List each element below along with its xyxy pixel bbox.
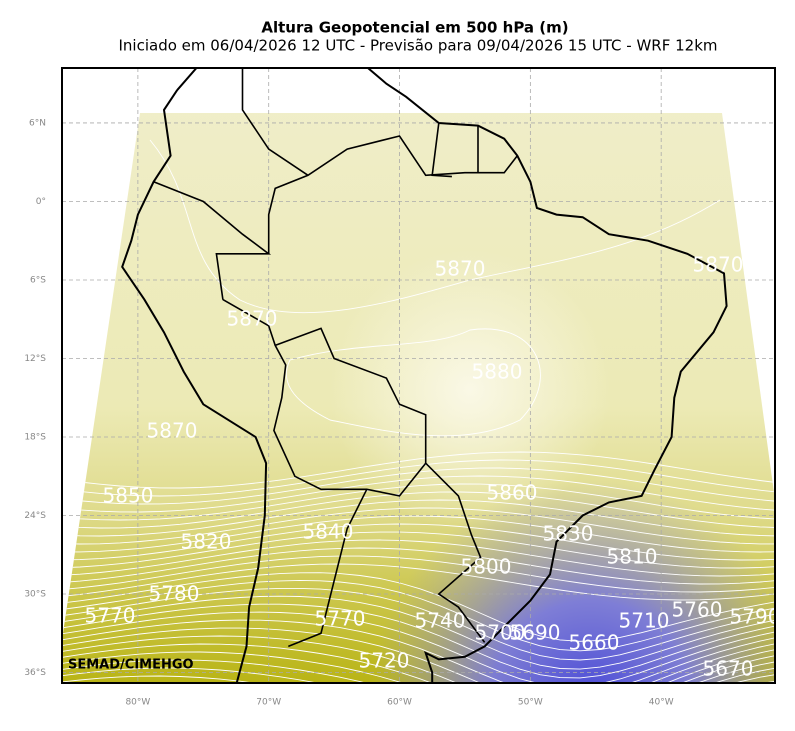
subtitle: Iniciado em 06/04/2026 12 UTC - Previsão… <box>118 37 717 55</box>
field <box>62 113 775 683</box>
ticks: 6°N 0° 6°S 12°S 18°S 24°S 30°S 36°S 80°W 70°W 60°W… <box>24 118 673 707</box>
contour-label: 5870 <box>693 253 744 277</box>
contour-label: 5840 <box>303 520 354 544</box>
grid <box>62 68 775 683</box>
contour-label: 5660 <box>569 631 620 655</box>
map-area: 5870 5870 5870 5880 5870 5850 5860 5840 5830 5820… <box>62 68 781 683</box>
lat-tick-label: 24°S <box>24 511 46 521</box>
contour-line <box>62 675 775 683</box>
lat-tick-label: 12°S <box>24 354 46 364</box>
contour-label: 5820 <box>181 530 232 554</box>
contour-line <box>62 572 775 642</box>
frame <box>61 67 776 684</box>
contour-line <box>62 579 775 652</box>
contour-label: 5690 <box>510 621 561 645</box>
contour-line <box>62 467 775 505</box>
contour-labels: 5870 5870 5870 5880 5870 5850 5860 5840 5830 5820… <box>85 253 781 681</box>
contour-label: 5700 <box>475 621 526 645</box>
contour-label: 5870 <box>147 419 198 443</box>
contour-line <box>62 483 775 521</box>
lat-tick-label: 30°S <box>24 590 46 600</box>
contour-label: 5860 <box>487 481 538 505</box>
contour-line <box>62 523 775 561</box>
borders <box>153 68 518 648</box>
lat-tick-label: 18°S <box>24 433 46 443</box>
contour-label: 5880 <box>472 360 523 384</box>
contour-line <box>62 515 775 553</box>
contour-label: 5760 <box>672 598 723 622</box>
lat-tick-label: 6°S <box>30 275 46 285</box>
contour-line <box>62 595 775 670</box>
lat-tick-label: 0° <box>36 197 46 207</box>
contour-line <box>62 603 775 679</box>
contour-line <box>62 611 775 683</box>
contour-line <box>62 507 775 545</box>
contour-label: 5790 <box>730 605 781 629</box>
contour-label: 5770 <box>315 607 366 631</box>
contour-line <box>62 627 775 683</box>
contour-label: 5870 <box>435 257 486 281</box>
contour-line <box>62 539 775 577</box>
contour-label: 5780 <box>149 582 200 606</box>
lon-tick-label: 60°W <box>387 698 412 708</box>
contour-label: 5670 <box>703 657 754 681</box>
contour-label: 5740 <box>415 609 466 633</box>
contour-label: 5800 <box>461 555 512 579</box>
contour-line <box>62 499 775 537</box>
contour-line <box>62 475 775 513</box>
contour-line <box>62 531 775 569</box>
contour-line <box>62 659 775 683</box>
credit: SEMAD/CIMEHGO <box>68 658 194 673</box>
lon-tick-label: 80°W <box>125 698 150 708</box>
contour-label: 5810 <box>607 545 658 569</box>
contour-label: 5770 <box>85 604 136 628</box>
contour-label: 5710 <box>619 609 670 633</box>
contour-line <box>62 547 775 585</box>
contour-line <box>62 667 775 683</box>
contours <box>62 139 775 683</box>
contour-label: 5850 <box>103 484 154 508</box>
contour-line <box>62 459 775 497</box>
lat-tick-label: 6°N <box>29 118 46 128</box>
lon-tick-label: 50°W <box>518 698 543 708</box>
lat-tick-label: 36°S <box>24 668 46 678</box>
lon-tick-label: 40°W <box>649 698 674 708</box>
contour-line <box>62 555 775 593</box>
lon-tick-label: 70°W <box>256 698 281 708</box>
contour-line <box>62 563 775 601</box>
contour-line <box>62 451 775 489</box>
contour-line <box>62 651 775 683</box>
contour-line <box>62 587 775 661</box>
contour-label: 5720 <box>359 649 410 673</box>
contour-line <box>286 328 541 437</box>
contour-label: 5830 <box>543 522 594 546</box>
title: Altura Geopotencial em 500 hPa (m) <box>261 19 568 37</box>
contour-label: 5870 <box>227 307 278 331</box>
contour-line <box>62 643 775 683</box>
coastline <box>121 68 728 683</box>
contour-line <box>149 139 721 314</box>
contour-line <box>62 635 775 683</box>
